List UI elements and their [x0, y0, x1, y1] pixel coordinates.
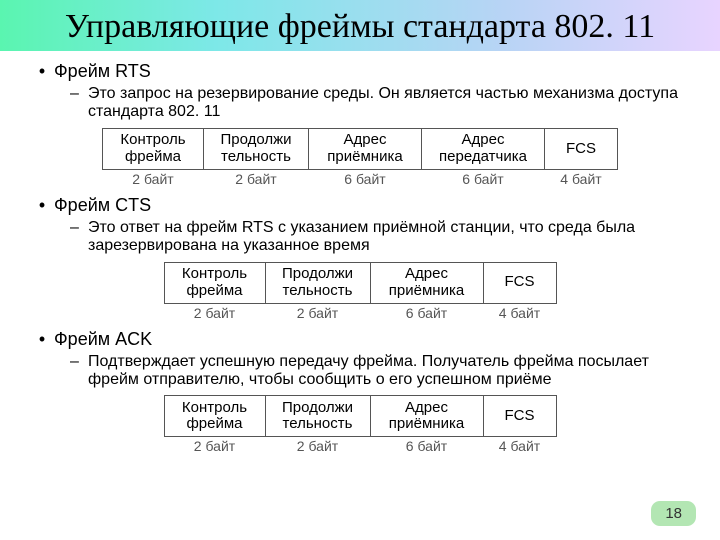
bullet-cts: • Фрейм CTS: [30, 195, 690, 217]
cell-header: Адресприёмника: [370, 262, 483, 303]
bullet-rts: • Фрейм RTS: [30, 61, 690, 83]
cell-size: 6 байт: [370, 437, 483, 457]
cell-header: Продолжительность: [265, 396, 370, 437]
cell-size: 2 байт: [265, 303, 370, 323]
bullet-cts-heading: Фрейм CTS: [54, 195, 151, 217]
bullet-dot-icon: •: [30, 61, 54, 83]
cell-header: Контрольфрейма: [103, 128, 204, 169]
sub-cts: – Это ответ на фрейм RTS с указанием при…: [70, 219, 690, 256]
cell-size: 2 байт: [164, 437, 265, 457]
bullet-ack: • Фрейм ACK: [30, 329, 690, 351]
bullet-dot-icon: •: [30, 195, 54, 217]
cell-header: Продолжительность: [204, 128, 309, 169]
cell-size: 4 байт: [483, 303, 556, 323]
sub-cts-text: Это ответ на фрейм RTS с указанием приём…: [88, 219, 678, 256]
table-row: 2 байт 2 байт 6 байт 4 байт: [164, 437, 556, 457]
cell-header: FCS: [483, 396, 556, 437]
cell-size: 2 байт: [164, 303, 265, 323]
bullet-dot-icon: •: [30, 329, 54, 351]
cell-size: 6 байт: [370, 303, 483, 323]
cell-header: FCS: [483, 262, 556, 303]
cell-header: Адресприёмника: [370, 396, 483, 437]
cell-size: 2 байт: [265, 437, 370, 457]
cell-size: 2 байт: [204, 169, 309, 189]
cell-header: FCS: [545, 128, 618, 169]
cell-header: Контрольфрейма: [164, 396, 265, 437]
cell-header: Контрольфрейма: [164, 262, 265, 303]
bullet-ack-heading: Фрейм ACK: [54, 329, 152, 351]
cell-header: Адресприёмника: [309, 128, 422, 169]
cell-size: 6 байт: [309, 169, 422, 189]
sub-rts-text: Это запрос на резервирование среды. Он я…: [88, 85, 678, 122]
cell-size: 4 байт: [545, 169, 618, 189]
dash-icon: –: [70, 219, 88, 237]
dash-icon: –: [70, 85, 88, 103]
sub-rts: – Это запрос на резервирование среды. Он…: [70, 85, 690, 122]
cts-table: Контрольфрейма Продолжительность Адреспр…: [164, 262, 557, 323]
page-number-badge: 18: [651, 501, 696, 526]
bullet-rts-heading: Фрейм RTS: [54, 61, 151, 83]
title-band: Управляющие фреймы стандарта 802. 11: [0, 0, 720, 51]
slide-content: • Фрейм RTS – Это запрос на резервирован…: [0, 51, 720, 456]
ack-table: Контрольфрейма Продолжительность Адреспр…: [164, 395, 557, 456]
table-row: 2 байт 2 байт 6 байт 4 байт: [164, 303, 556, 323]
table-row: 2 байт 2 байт 6 байт 6 байт 4 байт: [103, 169, 618, 189]
cell-header: Продолжительность: [265, 262, 370, 303]
cell-size: 6 байт: [422, 169, 545, 189]
cell-header: Адреспередатчика: [422, 128, 545, 169]
sub-ack: – Подтверждает успешную передачу фрейма.…: [70, 353, 690, 390]
cell-size: 2 байт: [103, 169, 204, 189]
dash-icon: –: [70, 353, 88, 371]
table-row: Контрольфрейма Продолжительность Адреспр…: [164, 396, 556, 437]
slide-title: Управляющие фреймы стандарта 802. 11: [30, 8, 690, 45]
cell-size: 4 байт: [483, 437, 556, 457]
sub-ack-text: Подтверждает успешную передачу фрейма. П…: [88, 353, 678, 390]
table-row: Контрольфрейма Продолжительность Адреспр…: [164, 262, 556, 303]
rts-table: Контрольфрейма Продолжительность Адреспр…: [102, 128, 618, 189]
table-row: Контрольфрейма Продолжительность Адреспр…: [103, 128, 618, 169]
